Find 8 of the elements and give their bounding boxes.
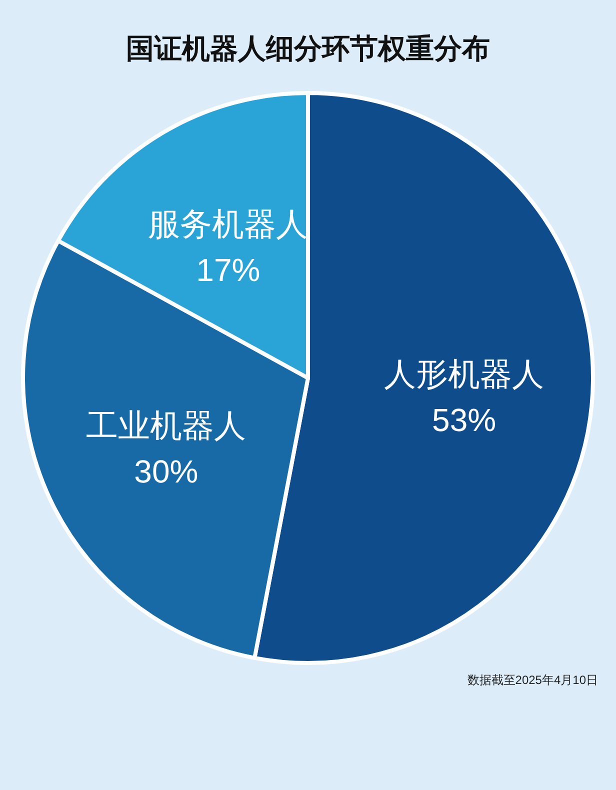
slice-label: 工业机器人 [86, 408, 246, 444]
data-label: 17% [196, 252, 260, 288]
text: 数据截至2025年4月10日 [467, 673, 598, 687]
slice-label: 服务机器人 [148, 206, 308, 242]
data-label: 53% [432, 402, 496, 438]
data-label: 30% [134, 454, 198, 490]
slice-label: 人形机器人 [384, 356, 544, 392]
chart-title: 国证机器人细分环节权重分布 [126, 33, 490, 64]
